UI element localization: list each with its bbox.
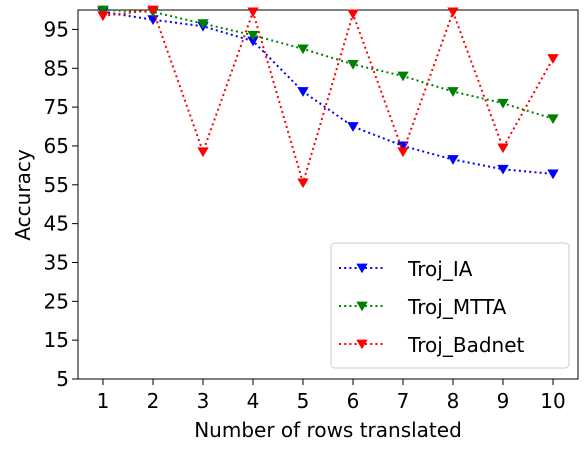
data-point [447,87,459,97]
data-point [497,164,509,175]
data-point [547,114,559,125]
x-tick-label: 6 [347,389,360,413]
series-line-troj-mtta [102,9,554,120]
legend-item: Troj_MTTA [339,295,507,319]
legend-marker [356,339,368,350]
data-point [547,54,559,64]
legend-item: Troj_IA [339,257,473,281]
y-tick-label: 65 [44,134,69,158]
x-tick-label: 3 [197,389,210,413]
data-point [97,11,109,22]
y-axis-label: Accuracy [11,149,35,240]
data-point [297,44,309,55]
legend-label: Troj_IA [407,257,473,281]
legend-label: Troj_Badnet [407,333,525,357]
data-point [147,5,159,16]
x-tick-label: 2 [147,389,160,413]
data-point [347,9,359,20]
x-tick-label: 8 [447,389,460,413]
data-point [197,147,209,158]
data-point [297,178,309,189]
data-point [497,98,509,109]
y-tick-label: 75 [44,95,69,119]
data-point [97,5,109,16]
data-point [247,30,259,41]
x-axis-label: Number of rows translated [194,418,462,442]
x-tick-label: 9 [497,389,510,413]
y-axis-ticks: 5 15 25 35 45 55 65 75 85 95 [44,17,78,391]
data-point [397,71,409,82]
data-point [347,59,359,70]
legend-label: Troj_MTTA [407,295,507,319]
data-point [347,122,359,132]
legend-marker [356,301,368,312]
series-layer [97,5,559,189]
y-tick-label: 15 [44,328,69,352]
x-tick-label: 10 [540,389,565,413]
series-troj-badnet [97,5,559,189]
y-tick-label: 25 [44,289,69,313]
series-troj-mtta [97,5,559,125]
legend-items: Troj_IA Troj_MTTA Troj_Badnet [339,257,525,357]
y-tick-label: 35 [44,250,69,274]
x-tick-label: 5 [297,389,310,413]
series-line-troj-ia [102,10,554,175]
x-tick-label: 1 [97,389,110,413]
y-tick-label: 85 [44,56,69,80]
series-line-troj-badnet [102,8,554,187]
data-point [497,143,509,154]
legend: Troj_IA Troj_MTTA Troj_Badnet [330,242,570,369]
data-point [197,19,209,29]
y-tick-label: 55 [44,173,69,197]
data-point [447,155,459,165]
data-point [547,169,559,180]
y-tick-label: 5 [56,367,69,391]
x-tick-label: 7 [397,389,410,413]
legend-marker [356,263,368,274]
legend-item: Troj_Badnet [339,333,525,357]
data-point [247,7,259,18]
data-point [397,147,409,158]
data-point [447,7,459,18]
y-tick-label: 45 [44,212,69,236]
y-tick-label: 95 [44,17,69,41]
x-axis-ticks: 1 2 3 4 5 6 7 8 9 10 [97,379,566,413]
x-tick-label: 4 [247,389,260,413]
legend-box [330,242,570,369]
data-point [297,87,309,97]
